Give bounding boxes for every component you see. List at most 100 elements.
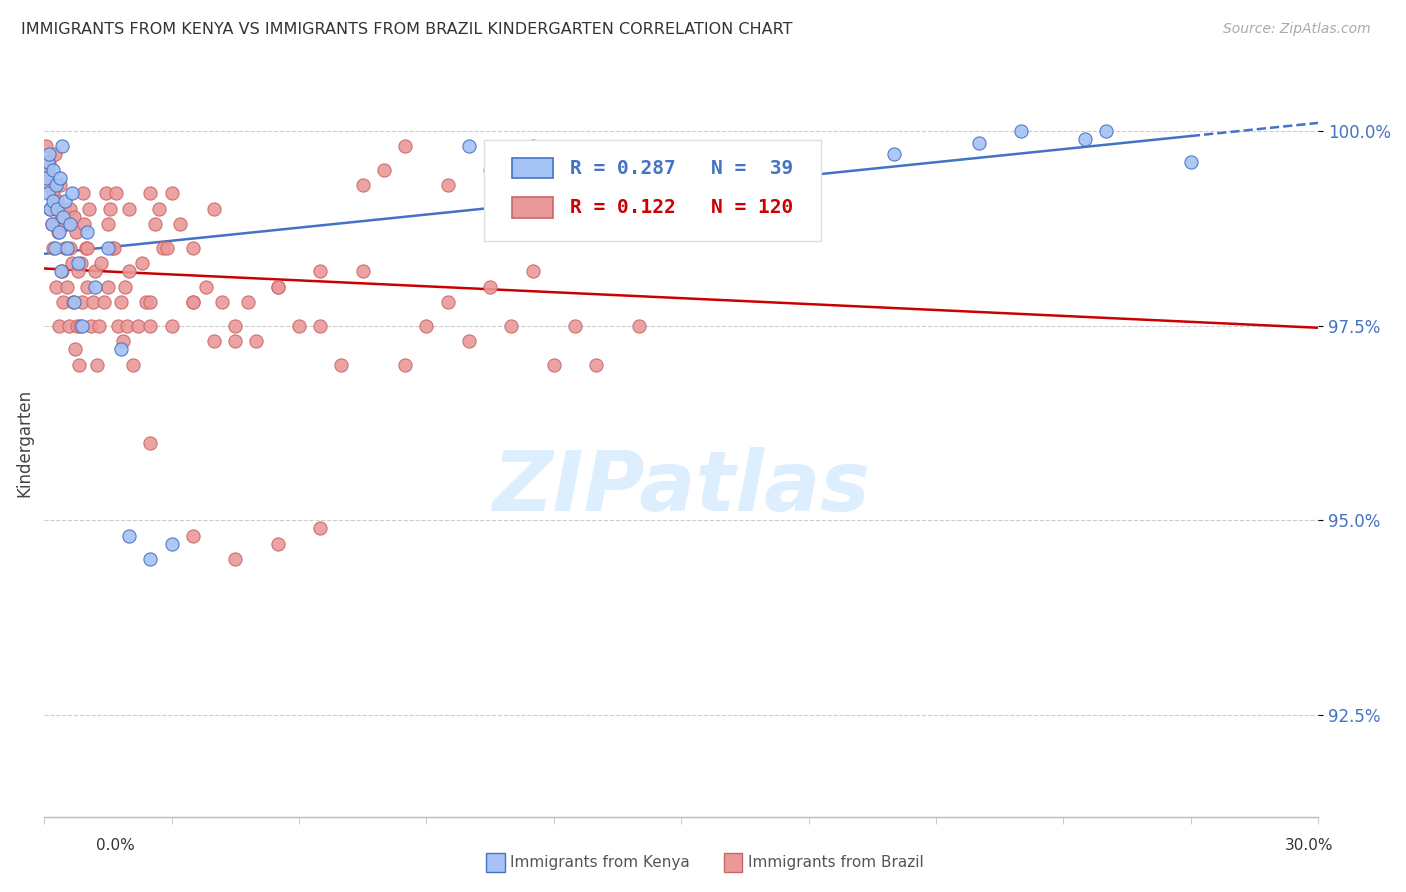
Point	[111, 334, 134, 349]
Point	[49, 178, 72, 193]
Point	[564, 318, 586, 333]
Point	[160, 318, 183, 333]
Point	[63, 342, 86, 356]
Point	[44, 241, 66, 255]
Point	[82, 295, 104, 310]
Point	[224, 318, 246, 333]
Point	[67, 256, 90, 270]
Text: Immigrants from Brazil: Immigrants from Brazil	[748, 855, 924, 870]
Point	[114, 279, 136, 293]
Point	[41, 218, 63, 232]
Point	[58, 318, 80, 333]
Text: Immigrants from Kenya: Immigrants from Kenya	[510, 855, 690, 870]
Point	[118, 264, 141, 278]
Point	[202, 202, 225, 216]
Point	[62, 295, 84, 310]
Point	[37, 155, 59, 169]
Point	[41, 241, 63, 255]
Point	[53, 218, 76, 232]
Point	[60, 186, 83, 201]
Point	[41, 162, 63, 177]
Point	[543, 155, 565, 169]
Point	[139, 552, 162, 566]
Point	[103, 241, 125, 255]
Point	[65, 225, 87, 239]
Point	[669, 162, 692, 177]
Point	[53, 202, 76, 216]
Point	[135, 295, 157, 310]
Point	[143, 218, 166, 232]
Text: IMMIGRANTS FROM KENYA VS IMMIGRANTS FROM BRAZIL KINDERGARTEN CORRELATION CHART: IMMIGRANTS FROM KENYA VS IMMIGRANTS FROM…	[21, 22, 793, 37]
Point	[42, 186, 65, 201]
Bar	[724, 853, 742, 872]
Point	[522, 264, 544, 278]
Point	[122, 358, 145, 372]
Point	[110, 295, 132, 310]
Bar	[486, 853, 505, 872]
Point	[48, 225, 70, 239]
Point	[101, 241, 124, 255]
Point	[309, 521, 332, 535]
Point	[72, 295, 94, 310]
Point	[72, 318, 94, 333]
Point	[70, 256, 93, 270]
Point	[72, 186, 94, 201]
Point	[309, 264, 332, 278]
Point	[309, 318, 332, 333]
Point	[37, 186, 59, 201]
Point	[224, 334, 246, 349]
Point	[67, 358, 90, 372]
Point	[713, 162, 735, 177]
Point	[41, 218, 63, 232]
Point	[38, 147, 60, 161]
Point	[63, 210, 86, 224]
Text: R = 0.287   N =  39: R = 0.287 N = 39	[571, 159, 793, 178]
Point	[37, 178, 59, 193]
Point	[236, 295, 259, 310]
Point	[627, 318, 650, 333]
Point	[1180, 155, 1202, 169]
Point	[352, 264, 374, 278]
Point	[63, 295, 86, 310]
Point	[352, 178, 374, 193]
Point	[181, 529, 204, 543]
Point	[46, 225, 69, 239]
Point	[245, 334, 267, 349]
Point	[51, 264, 73, 278]
Point	[56, 241, 79, 255]
Point	[94, 186, 117, 201]
Text: 30.0%: 30.0%	[1285, 838, 1333, 853]
Point	[436, 178, 458, 193]
Text: R = 0.122   N = 120: R = 0.122 N = 120	[571, 198, 793, 217]
Point	[267, 279, 290, 293]
Point	[107, 318, 129, 333]
Point	[1095, 124, 1118, 138]
Point	[267, 279, 290, 293]
Point	[53, 241, 76, 255]
Point	[69, 318, 91, 333]
Point	[394, 358, 416, 372]
Point	[55, 218, 77, 232]
Point	[148, 202, 170, 216]
Point	[52, 295, 75, 310]
Point	[181, 295, 204, 310]
Point	[118, 529, 141, 543]
Point	[56, 279, 79, 293]
Point	[457, 334, 479, 349]
Point	[181, 295, 204, 310]
Point	[139, 295, 162, 310]
Point	[76, 279, 98, 293]
Point	[52, 210, 75, 224]
Point	[58, 218, 80, 232]
Point	[211, 295, 233, 310]
Point	[522, 139, 544, 153]
Point	[415, 318, 437, 333]
Point	[45, 279, 67, 293]
Point	[89, 318, 111, 333]
Point	[669, 178, 692, 193]
Point	[139, 318, 162, 333]
Text: Source: ZipAtlas.com: Source: ZipAtlas.com	[1223, 22, 1371, 37]
Point	[76, 225, 98, 239]
Point	[967, 136, 990, 150]
Point	[76, 241, 98, 255]
